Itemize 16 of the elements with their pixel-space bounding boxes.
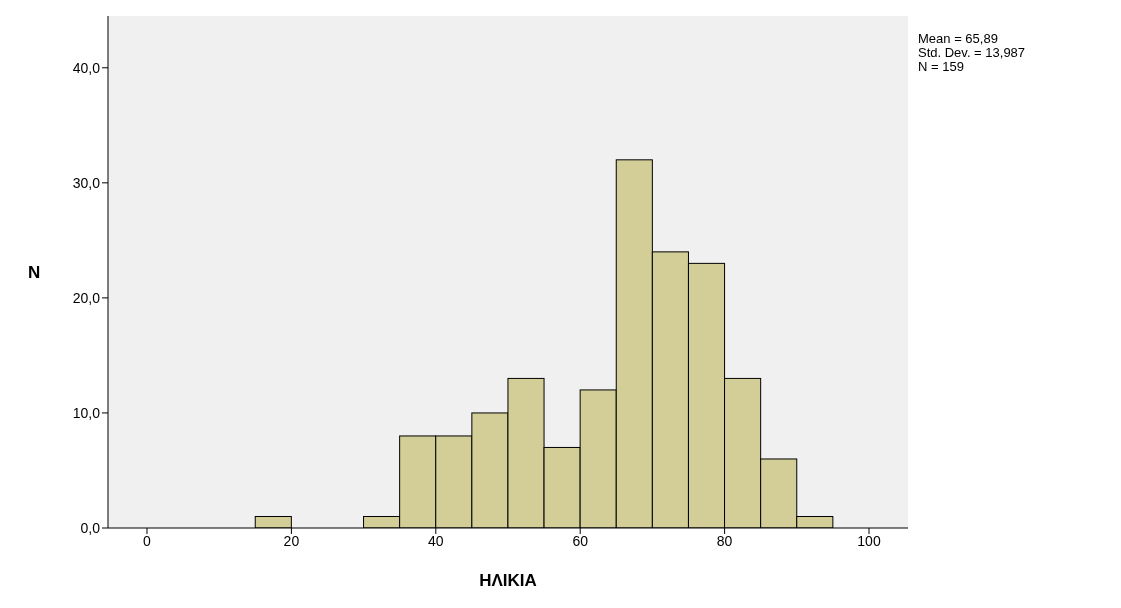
text: Mean = 65,89 bbox=[918, 31, 999, 46]
x-tick-label: 80 bbox=[716, 532, 733, 549]
text: Std. Dev. = 13,987 bbox=[918, 45, 1026, 60]
text: N = 159 bbox=[918, 59, 965, 74]
x-axis-title: ΗΛΙΚΙΑ bbox=[479, 571, 537, 590]
x-tick-label: 20 bbox=[283, 532, 300, 549]
x-tick-label: 40 bbox=[428, 532, 444, 549]
y-tick-label: 20,0 bbox=[72, 289, 101, 306]
y-axis-title: N bbox=[28, 263, 41, 283]
y-tick-label: 0,0 bbox=[80, 519, 101, 536]
y-tick-label: 40,0 bbox=[72, 59, 101, 76]
y-tick-label: 30,0 bbox=[72, 174, 101, 191]
x-tick-label: 60 bbox=[572, 532, 589, 549]
y-tick-label: 10,0 bbox=[72, 404, 101, 421]
x-tick-label: 100 bbox=[857, 532, 881, 549]
x-tick-label: 0 bbox=[143, 532, 152, 549]
